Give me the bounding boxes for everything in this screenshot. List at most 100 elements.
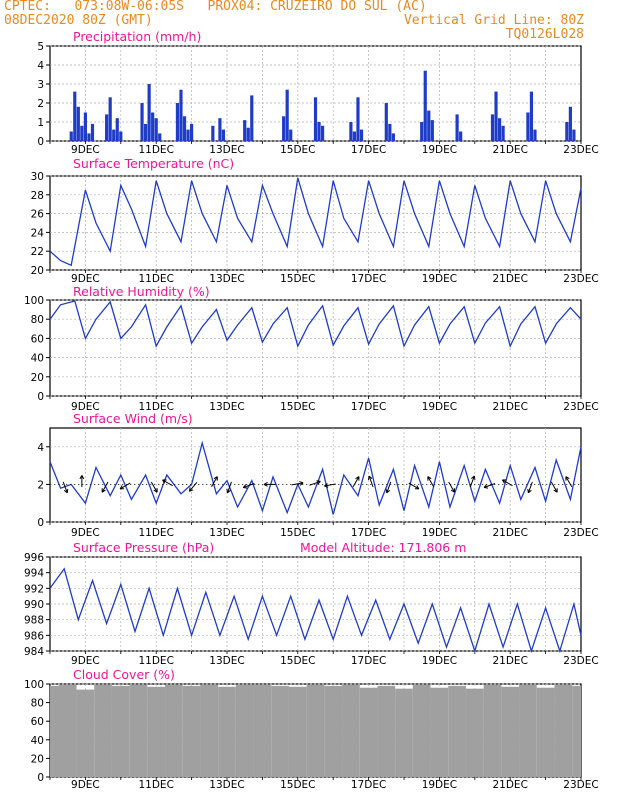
wind-arrow (483, 483, 496, 489)
precip-bar (182, 116, 187, 141)
rh-line (49, 300, 582, 348)
rh-ytick-label: 40 (31, 353, 44, 365)
wind-xtick-label: 15DEC (280, 527, 315, 539)
rh-xtick-label: 15DEC (280, 401, 315, 413)
cloud-bar (182, 685, 201, 777)
precip-bar (427, 110, 431, 141)
wind-arrow (367, 475, 374, 488)
precip-bar (420, 122, 424, 141)
precip-ytick-label: 4 (37, 60, 44, 72)
precip-bar (218, 118, 222, 141)
precip-bar (250, 95, 254, 141)
precip-ytick-label: 1 (37, 117, 44, 129)
wind-arrow (527, 481, 533, 494)
precip-bar (388, 123, 392, 141)
cloud-xtick-label: 15DEC (280, 779, 315, 791)
precip-bar (285, 89, 289, 141)
temp-frame (49, 175, 582, 271)
wind-arrow (385, 481, 392, 494)
cloud-bar (253, 684, 272, 777)
cloud-panel: Cloud Cover (%) 0 20 40 60 80 100 9DEC 11DEC 13DE… (24, 667, 599, 791)
cloud-bar (288, 686, 307, 777)
pressure-ytick-label: 984 (24, 646, 44, 658)
rh-xtick-label: 19DEC (422, 401, 457, 413)
wind-arrow (501, 479, 513, 487)
precip-bar (565, 122, 569, 141)
wind-arrow (150, 481, 158, 493)
cloud-bar (359, 687, 378, 777)
precip-xtick-label: 21DEC (492, 144, 527, 156)
precip-bar (430, 120, 434, 141)
cloud-bar (235, 684, 254, 777)
pressure-xtick-label: 11DEC (138, 655, 173, 667)
cloud-bar (519, 684, 537, 777)
precip-bar (384, 103, 388, 141)
wind-arrow (79, 475, 85, 488)
temp-ytick-label: 24 (31, 227, 45, 239)
wind-ytick-label: 2 (37, 479, 44, 491)
precip-ytick-label: 2 (37, 98, 44, 110)
wind-xtick-label: 19DEC (422, 527, 457, 539)
rh-ytick-label: 100 (24, 295, 44, 307)
precip-bar (190, 123, 194, 141)
temp-xtick-label: 15DEC (280, 273, 315, 285)
cloud-bar (165, 684, 183, 777)
wind-arrow (565, 476, 573, 487)
precip-bar (154, 118, 158, 141)
precip-bar (147, 84, 151, 141)
precip-xtick-label: 17DEC (351, 144, 386, 156)
rh-xtick-label: 21DEC (492, 401, 527, 413)
wind-arrow (448, 481, 456, 493)
wind-arrow (291, 481, 304, 486)
precip-ytick-label: 3 (37, 79, 44, 91)
pressure-ytick-label: 994 (24, 568, 44, 580)
cloud-bar (377, 685, 396, 777)
cloud-ytick-label: 100 (24, 679, 44, 691)
cloud-bar (412, 684, 431, 777)
wind-frame (49, 427, 582, 523)
precip-xtick-label: 23DEC (563, 144, 598, 156)
cloud-xtick-label: 11DEC (138, 779, 173, 791)
cloud-bar (501, 686, 520, 777)
cloud-xtick-label: 19DEC (422, 779, 457, 791)
wind-arrow (263, 482, 276, 487)
precip-bar (497, 118, 502, 141)
pressure-xtick-label: 23DEC (563, 655, 598, 667)
temp-ytick-label: 26 (31, 209, 45, 221)
wind-arrow (162, 479, 173, 487)
precip-bar (529, 91, 534, 141)
precip-bar (108, 97, 112, 141)
grid-note: Vertical Grid Line: 80Z (403, 13, 584, 28)
precip-bar (90, 123, 95, 141)
pressure-ytick-label: 996 (24, 552, 44, 564)
precip-bar (289, 129, 293, 141)
precip-xtick-label: 15DEC (280, 144, 315, 156)
precip-bar (115, 118, 119, 141)
wind-arrow (101, 481, 109, 493)
temp-panel: Surface Temperature (nC) 20 22 24 26 28 30 9DEC… (31, 156, 599, 285)
cloud-bar (147, 686, 166, 777)
precip-bar (455, 114, 459, 141)
rh-ytick-label: 80 (31, 314, 44, 326)
cloud-bar (395, 688, 413, 777)
precip-bar (69, 131, 73, 141)
cloud-bar (200, 684, 219, 777)
cloud-bar (94, 684, 112, 777)
precip-bar (175, 103, 180, 141)
cloud-ytick-label: 60 (31, 716, 44, 728)
pressure-ytick-label: 990 (24, 599, 44, 611)
pressure-title: Surface Pressure (hPa) (73, 540, 214, 555)
wind-xtick-label: 9DEC (71, 527, 100, 539)
cloud-bar (448, 685, 466, 777)
rh-xtick-label: 11DEC (138, 401, 173, 413)
precip-bar (568, 106, 572, 141)
precip-bar (494, 91, 498, 141)
pressure-panel: Surface Pressure (hPa) Model Altitude: 17… (24, 540, 599, 667)
precip-bar (313, 97, 318, 141)
pressure-xtick-label: 19DEC (422, 655, 457, 667)
cloud-bar (342, 684, 360, 777)
precip-bar (490, 114, 495, 141)
temp-xtick-label: 17DEC (351, 273, 386, 285)
precip-bar (352, 131, 357, 141)
precip-bar (112, 129, 116, 141)
